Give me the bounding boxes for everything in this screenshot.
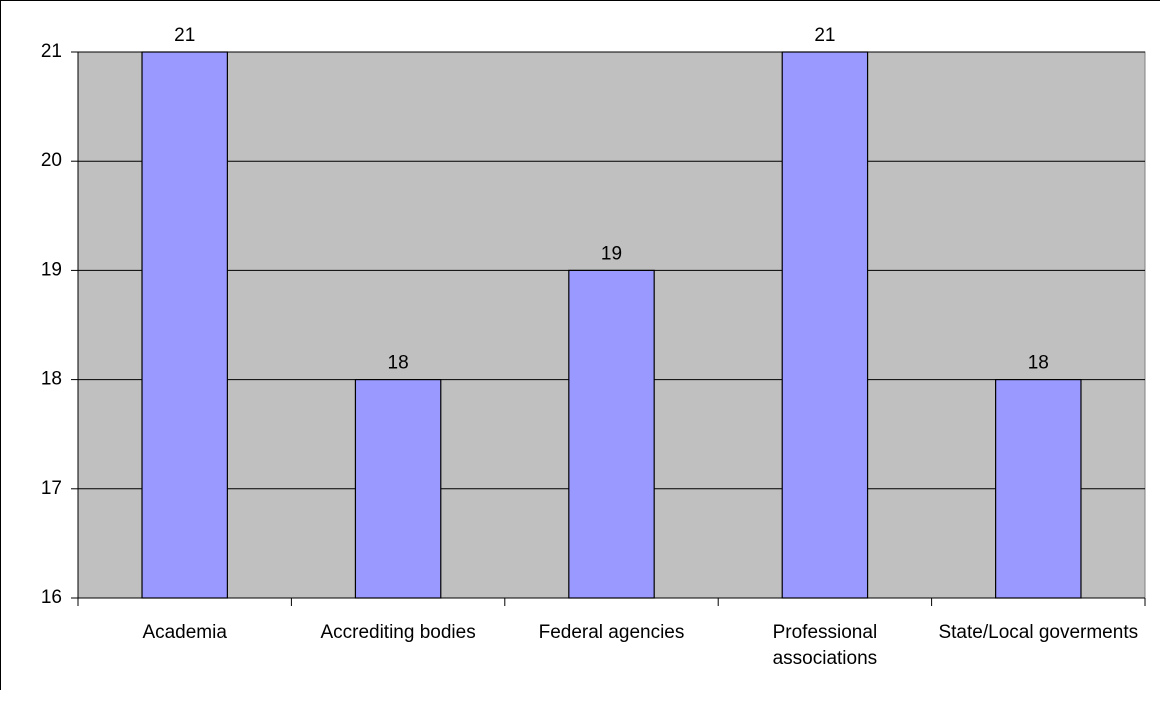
- bar: [568, 269, 655, 599]
- y-tick-label: 21: [41, 41, 62, 62]
- y-tick-label: 19: [41, 259, 62, 280]
- value-label: 18: [1028, 353, 1049, 374]
- x-tick-label: Professional associations: [772, 622, 878, 669]
- x-tick-label: State/Local goverments: [938, 622, 1139, 643]
- value-label: 19: [601, 243, 622, 264]
- bar: [141, 51, 228, 599]
- y-tick-label: 17: [41, 478, 62, 499]
- value-label: 21: [814, 25, 835, 46]
- x-tick-label: Accrediting bodies: [320, 622, 476, 643]
- x-tick-label: Federal agencies: [538, 622, 685, 643]
- value-label: 21: [174, 25, 195, 46]
- bar: [781, 51, 869, 599]
- y-tick-label: 16: [41, 587, 62, 608]
- y-tick-label: 20: [41, 150, 62, 171]
- bar: [995, 379, 1082, 599]
- value-label: 18: [388, 353, 409, 374]
- x-tick-label: Academia: [142, 622, 227, 643]
- bar: [354, 379, 442, 599]
- y-tick-label: 18: [41, 369, 62, 390]
